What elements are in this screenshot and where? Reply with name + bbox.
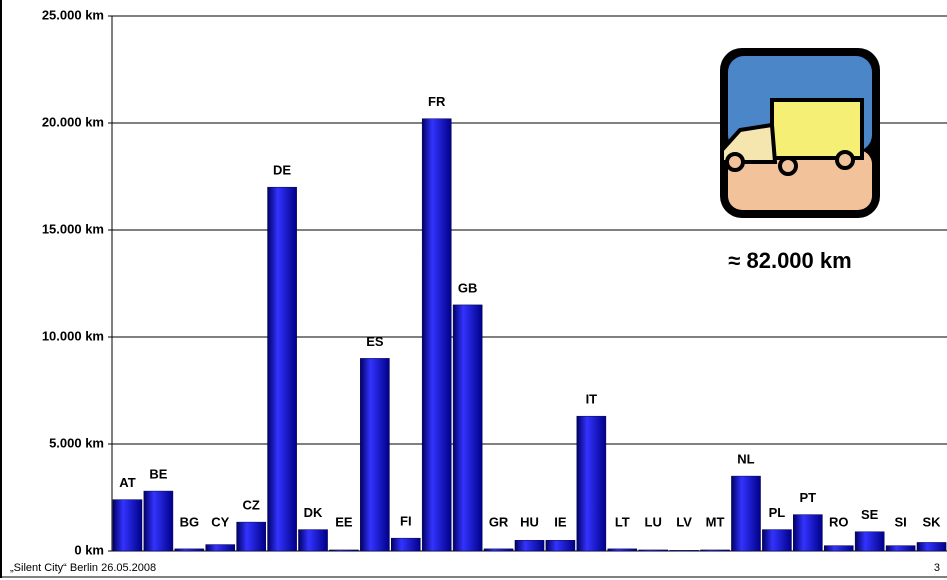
category-label: BE	[149, 467, 167, 482]
bar	[391, 537, 421, 552]
bar	[143, 490, 174, 552]
category-label: CZ	[242, 498, 259, 513]
bar	[421, 118, 452, 552]
category-label: BG	[180, 514, 200, 529]
bar	[669, 550, 699, 552]
bar	[514, 540, 545, 552]
bar	[762, 529, 792, 552]
y-tick-label: 5.000 km	[49, 435, 104, 450]
bar	[545, 540, 576, 552]
bar	[823, 545, 854, 552]
bar	[854, 531, 885, 552]
category-label: DE	[273, 163, 291, 178]
bar	[731, 475, 761, 552]
bar	[638, 549, 668, 552]
bar	[236, 521, 266, 552]
bar	[607, 548, 638, 552]
y-tick-label: 15.000 km	[42, 221, 104, 236]
y-tick-label: 25.000 km	[42, 7, 104, 22]
bar	[267, 186, 297, 552]
bar	[885, 545, 916, 552]
bar	[576, 415, 607, 552]
category-label: AT	[119, 475, 135, 490]
bar	[452, 304, 483, 552]
category-label: ES	[366, 334, 384, 349]
category-label: DK	[304, 505, 323, 520]
category-label: CY	[211, 514, 229, 529]
bar	[174, 548, 205, 552]
bar	[700, 549, 730, 552]
category-label: PL	[769, 505, 786, 520]
footer-text: „Silent City“ Berlin 26.05.2008	[10, 562, 156, 574]
category-label: HU	[520, 514, 539, 529]
category-label: FI	[400, 514, 412, 529]
y-tick-label: 10.000 km	[42, 328, 104, 343]
truck-clipart	[720, 48, 880, 218]
category-label: RO	[829, 514, 849, 529]
category-label: FR	[428, 94, 446, 109]
category-label: GR	[489, 514, 509, 529]
category-label: GB	[458, 280, 478, 295]
bar	[329, 549, 359, 552]
category-label: SE	[861, 507, 879, 522]
bar	[112, 499, 143, 552]
category-label: IE	[554, 514, 567, 529]
category-label: LU	[645, 514, 662, 529]
bar	[205, 544, 236, 552]
category-label: IT	[586, 392, 598, 407]
page-number: 3	[934, 562, 940, 574]
category-label: SK	[923, 514, 942, 529]
y-tick-label: 0 km	[74, 542, 104, 557]
bar	[793, 514, 823, 552]
bar	[298, 529, 328, 552]
category-label: NL	[737, 452, 754, 467]
category-label: PT	[800, 490, 817, 505]
category-label: SI	[894, 514, 906, 529]
annotation: ≈ 82.000 km	[728, 248, 851, 273]
bar	[916, 542, 947, 552]
category-label: MT	[706, 514, 725, 529]
category-label: EE	[335, 514, 353, 529]
category-label: LT	[615, 514, 630, 529]
category-label: LV	[676, 514, 692, 529]
y-tick-label: 20.000 km	[42, 114, 104, 129]
bar	[360, 358, 390, 552]
bar	[483, 548, 514, 552]
